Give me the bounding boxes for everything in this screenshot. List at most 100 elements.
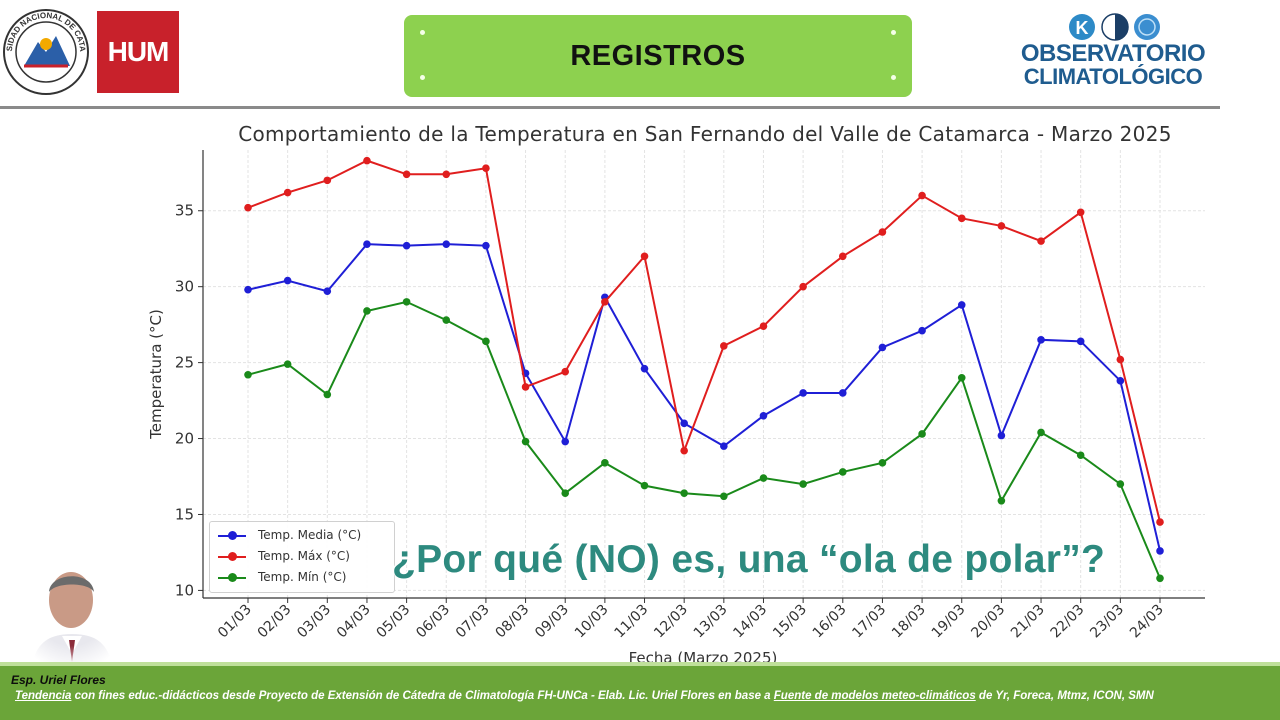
- data-point-1-2: [323, 176, 332, 185]
- data-point-1-13: [759, 322, 768, 330]
- footer-credits-text: con fines educ.-didácticos desde Proyect…: [71, 690, 774, 702]
- data-point-2-6: [482, 337, 490, 346]
- series-line-0: [247, 243, 1161, 552]
- x-tick-label: 04/03: [334, 602, 374, 642]
- data-point-0-17: [918, 326, 926, 335]
- data-point-1-9: [601, 298, 609, 306]
- data-point-1-20: [1037, 237, 1045, 245]
- observatory-logo: K: [1069, 13, 1160, 41]
- data-point-2-11: [680, 489, 688, 498]
- data-point-2-16: [878, 459, 887, 467]
- data-point-1-1: [283, 188, 292, 197]
- data-point-0-6: [482, 241, 490, 250]
- footer-credits-sources: de Yr, Foreca, Mtmz, ICON, SMN: [975, 690, 1154, 702]
- data-point-2-20: [1037, 428, 1045, 437]
- data-point-1-8: [561, 367, 570, 376]
- x-tick-label: 23/03: [1087, 602, 1127, 642]
- x-tick-label: 24/03: [1127, 602, 1167, 642]
- data-point-1-23: [1156, 518, 1164, 526]
- x-tick-label: 18/03: [889, 602, 929, 642]
- x-tick-label: 22/03: [1048, 602, 1088, 642]
- data-point-1-10: [640, 252, 649, 261]
- data-point-0-5: [442, 240, 451, 248]
- footer-bar: [0, 666, 1280, 720]
- legend-label-media: Temp. Media (°C): [258, 528, 362, 542]
- data-point-2-10: [640, 481, 649, 490]
- data-point-2-5: [442, 316, 451, 324]
- data-point-2-8: [561, 489, 570, 498]
- x-tick-label: 19/03: [929, 602, 969, 642]
- temperature-line-chart: 10 15 20 25 30 35 01/03 02/03 03/03 04/03 05/03 06/…: [175, 150, 1205, 642]
- data-point-2-0: [244, 370, 252, 379]
- observatory-line2: CLIMATOLÓGICO: [1023, 64, 1203, 89]
- y-tick-label: 15: [175, 505, 194, 523]
- x-tick-label: 16/03: [810, 602, 850, 642]
- data-point-1-7: [521, 383, 530, 391]
- data-point-2-23: [1156, 574, 1164, 583]
- data-point-0-10: [640, 364, 649, 373]
- data-point-1-19: [997, 222, 1006, 230]
- data-point-1-17: [918, 191, 926, 200]
- footer-highlight: [0, 662, 1280, 666]
- svg-text:K: K: [1076, 18, 1089, 38]
- data-point-0-12: [720, 442, 728, 450]
- data-point-1-3: [363, 156, 371, 165]
- data-point-2-15: [838, 468, 847, 476]
- data-point-2-19: [997, 497, 1006, 505]
- x-tick-label: 02/03: [255, 602, 295, 642]
- data-point-2-3: [363, 307, 371, 315]
- data-point-2-21: [1076, 451, 1085, 460]
- title-banner: REGISTROS: [404, 15, 912, 97]
- x-tick-label: 21/03: [1008, 602, 1048, 642]
- chart-legend: Temp. Media (°C) Temp. Máx (°C) Temp. Mí…: [209, 521, 395, 593]
- data-point-1-12: [720, 342, 728, 350]
- page-title: REGISTROS: [570, 39, 746, 72]
- data-point-1-21: [1076, 208, 1085, 217]
- x-tick-label: 13/03: [691, 602, 731, 642]
- footer-credits-link-tendencia[interactable]: Tendencia: [15, 690, 72, 702]
- legend-label-max: Temp. Máx (°C): [258, 549, 350, 563]
- hum-logo: HUM: [97, 11, 179, 93]
- x-tick-label: 01/03: [215, 602, 255, 642]
- data-point-0-18: [957, 301, 966, 309]
- x-tick-label: 07/03: [453, 602, 493, 642]
- data-point-2-17: [918, 430, 926, 438]
- y-tick-label: 30: [175, 278, 194, 296]
- observatory-line1: OBSERVATORIO: [1020, 40, 1206, 67]
- data-point-0-1: [283, 276, 292, 285]
- legend-label-min: Temp. Mín (°C): [258, 570, 347, 584]
- data-point-0-20: [1037, 336, 1045, 344]
- data-point-1-0: [244, 203, 252, 212]
- data-point-1-11: [680, 446, 688, 455]
- legend-item-media: Temp. Media (°C): [210, 526, 394, 546]
- data-point-2-18: [957, 373, 966, 382]
- data-point-0-4: [402, 241, 411, 250]
- hum-logo-text: HUM: [107, 36, 170, 67]
- data-point-0-2: [323, 287, 332, 296]
- data-point-2-22: [1116, 480, 1125, 488]
- data-point-0-22: [1116, 377, 1125, 385]
- data-point-1-15: [838, 252, 847, 261]
- series-line-2: [247, 300, 1161, 579]
- x-tick-label: 20/03: [968, 602, 1008, 642]
- data-point-2-14: [799, 480, 807, 488]
- data-point-1-16: [878, 228, 887, 236]
- footer-credits-link-fuente[interactable]: Fuente de modelos meteo-climáticos: [773, 690, 976, 702]
- x-tick-label: 09/03: [532, 602, 572, 642]
- chart-title: Comportamiento de la Temperatura en San …: [238, 122, 1172, 146]
- y-tick-label: 10: [175, 581, 194, 599]
- data-point-0-11: [680, 419, 688, 428]
- data-point-0-14: [799, 389, 807, 397]
- y-tick-label: 20: [175, 430, 194, 448]
- footer-credits: Tendencia con fines educ.-didácticos des…: [15, 690, 1154, 702]
- y-tick-label: 35: [175, 202, 194, 220]
- observatory-name: OBSERVATORIO CLIMATOLÓGICO: [1020, 40, 1206, 89]
- x-tick-label: 06/03: [413, 602, 453, 642]
- author-name: Esp. Uriel Flores: [11, 673, 106, 687]
- x-tick-label: 14/03: [730, 602, 770, 642]
- x-tick-label: 12/03: [651, 602, 691, 642]
- series-line-1: [247, 159, 1161, 523]
- data-point-2-7: [521, 437, 530, 446]
- data-point-0-19: [997, 431, 1006, 440]
- data-point-2-12: [720, 492, 728, 501]
